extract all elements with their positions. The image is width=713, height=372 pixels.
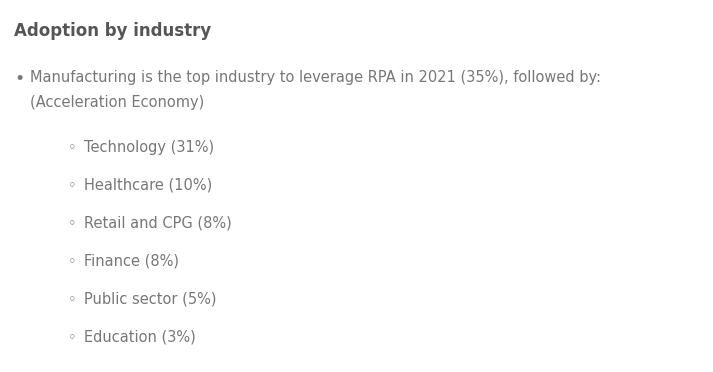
Text: ◦: ◦: [68, 292, 76, 307]
Text: Adoption by industry: Adoption by industry: [14, 22, 211, 40]
Text: Healthcare (10%): Healthcare (10%): [84, 178, 212, 193]
Text: ◦: ◦: [68, 140, 76, 155]
Text: ◦: ◦: [68, 254, 76, 269]
Text: Education (3%): Education (3%): [84, 330, 196, 345]
Text: Finance (8%): Finance (8%): [84, 254, 179, 269]
Text: Technology (31%): Technology (31%): [84, 140, 214, 155]
Text: ◦: ◦: [68, 330, 76, 345]
Text: •: •: [14, 70, 24, 88]
Text: Public sector (5%): Public sector (5%): [84, 292, 217, 307]
Text: ◦: ◦: [68, 216, 76, 231]
Text: ◦: ◦: [68, 178, 76, 193]
Text: Retail and CPG (8%): Retail and CPG (8%): [84, 216, 232, 231]
Text: (Acceleration Economy): (Acceleration Economy): [30, 95, 204, 110]
Text: Manufacturing is the top industry to leverage RPA in 2021 (35%), followed by:: Manufacturing is the top industry to lev…: [30, 70, 601, 85]
